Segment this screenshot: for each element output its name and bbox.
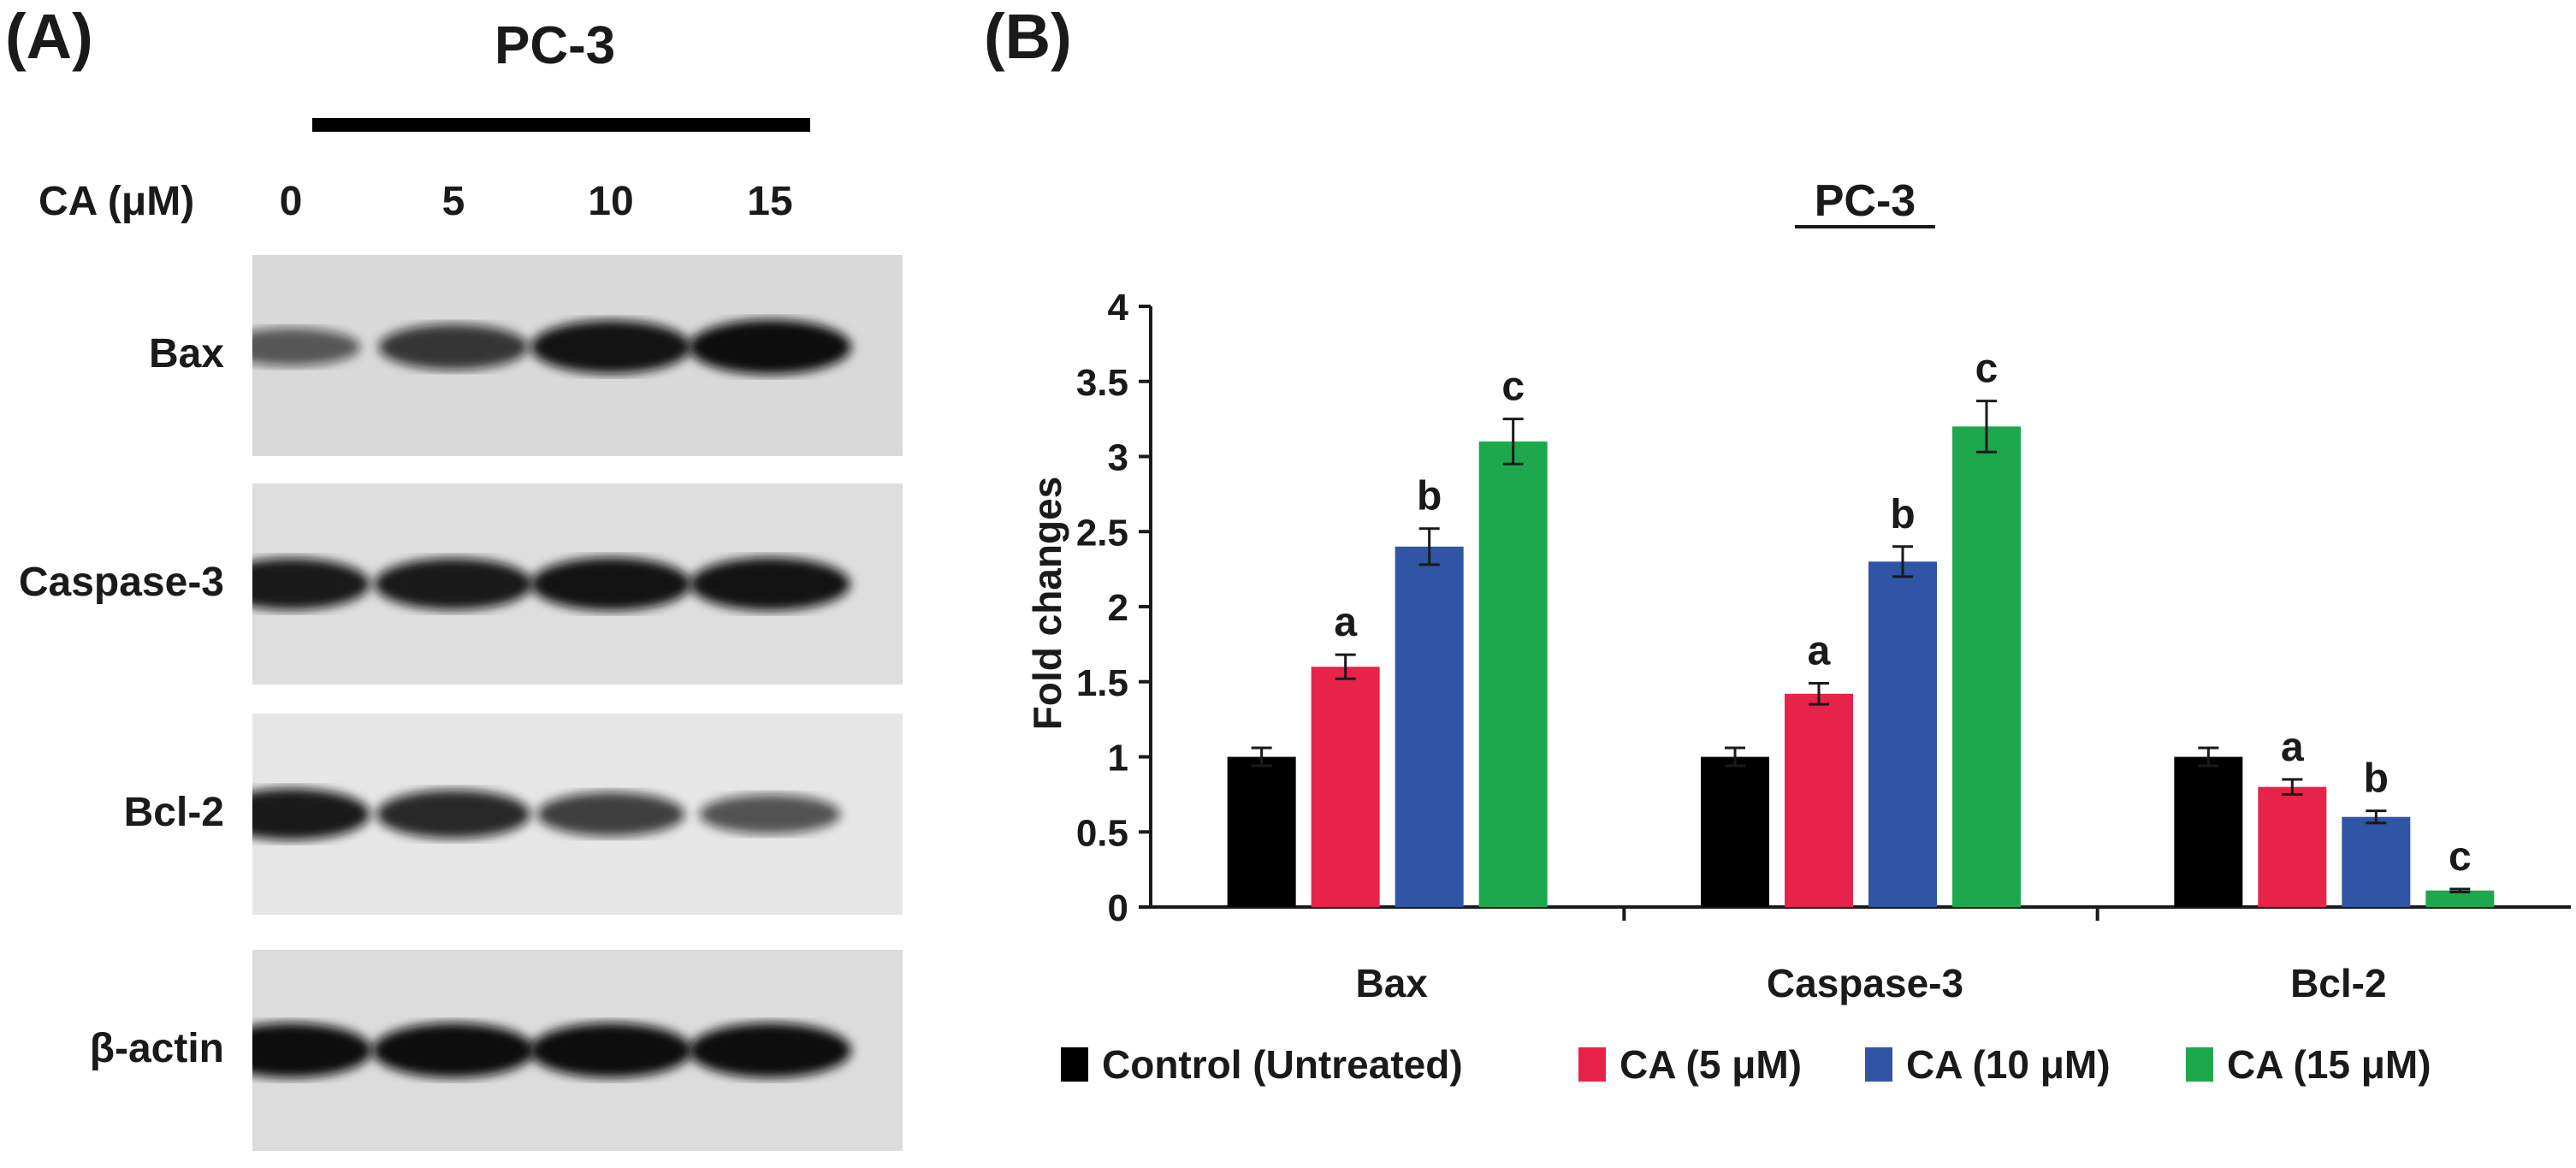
x-category-label: Bcl-2 [2290,961,2386,1005]
band [690,557,850,611]
band [530,320,691,374]
legend-label: CA (15 μM) [2227,1042,2431,1087]
significance-label: c [2449,834,2472,880]
bar [1478,441,1548,907]
chart-title: PC-3 [1815,176,1916,226]
legend-swatch [1061,1047,1088,1082]
y-tick-label: 0 [1108,887,1128,929]
band [699,794,841,834]
protein-label: Caspase-3 [18,559,224,605]
bar-chart: PC-3 Fold changes 0 0.5 1 1.5 2 2.5 3 3.5 4 Bax Ca… [1025,176,2571,1087]
dose-label: CA (μM) [38,179,195,224]
legend-swatch [2186,1047,2213,1082]
significance-label: c [1501,365,1525,410]
band [378,323,529,371]
blot--actin [252,950,903,1151]
band [372,1023,535,1078]
y-tick-label: 2.5 [1076,512,1128,554]
x-category-label: Caspase-3 [1767,961,1963,1005]
band [536,792,685,837]
band [252,1023,372,1078]
bar [2425,890,2495,907]
significance-label: a [1334,600,1357,645]
band [252,788,370,840]
bar [2342,816,2411,907]
blot-caspase-3 [252,483,903,685]
y-tick-label: 3.5 [1076,362,1128,404]
legend-label: Control (Untreated) [1102,1042,1463,1087]
bar [2258,786,2327,907]
legend-swatch [1865,1047,1892,1082]
y-tick-label: 3 [1108,437,1128,479]
blot-bcl-2 [252,714,903,915]
bar [1311,667,1380,907]
y-tick-label: 0.5 [1076,812,1128,854]
significance-label: a [1808,629,1831,674]
band [252,558,370,610]
y-axis-label: Fold changes [1025,477,1069,730]
protein-label: β-actin [89,1025,224,1071]
lane-label-10: 10 [588,179,634,224]
protein-label: Bcl-2 [123,789,224,835]
significance-label: b [2364,756,2389,802]
band [530,1023,692,1078]
significance-label: b [1890,492,1915,537]
band [530,557,691,611]
lane-label-5: 5 [441,179,465,224]
legend-label: CA (10 μM) [1906,1042,2111,1087]
y-tick-label: 1 [1108,738,1128,780]
blot-bax [252,255,903,456]
bar [1952,426,2021,907]
band [374,558,533,610]
band [689,1023,851,1078]
y-tick-label: 1.5 [1076,662,1128,704]
x-category-label: Bax [1355,961,1428,1005]
y-tick-label: 2 [1108,587,1128,629]
bar [1227,756,1296,907]
significance-label: a [2281,725,2304,770]
legend-label: CA (5 μM) [1620,1042,1802,1087]
lane-label-0: 0 [279,179,303,224]
protein-label: Bax [148,330,224,376]
lane-label-15: 15 [747,179,793,224]
panel-b-letter: (B) [984,1,1072,72]
y-tick-label: 4 [1108,287,1129,329]
bar [1395,546,1464,907]
bar [1785,693,1853,907]
band [689,319,851,375]
significance-label: c [1975,347,1999,392]
bar [1868,561,1937,907]
significance-label: b [1417,474,1442,519]
blot-cell-line: PC-3 [494,16,616,75]
treatment-bar [312,118,810,132]
panel-a-letter: (A) [5,1,93,72]
legend-swatch [1578,1047,1606,1082]
bar [1701,756,1769,907]
band [252,328,361,366]
bar [2174,756,2243,907]
band [376,790,530,839]
